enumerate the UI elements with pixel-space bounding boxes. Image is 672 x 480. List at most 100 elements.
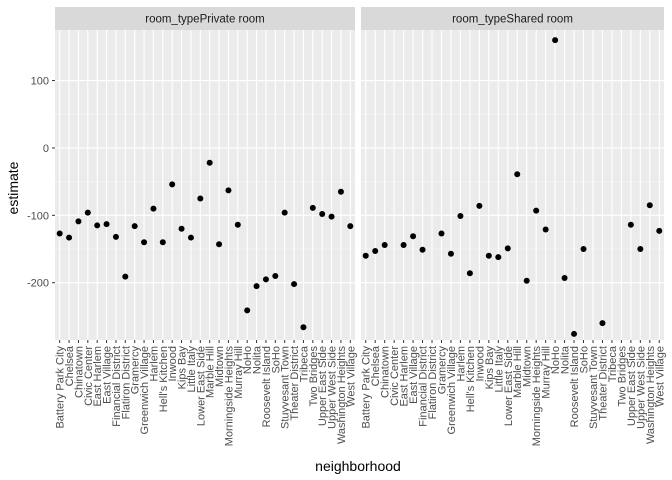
data-point [300, 324, 307, 331]
data-point [438, 230, 445, 237]
x-tick-label: Civic Center [83, 346, 95, 406]
x-tick-label: NoHo [242, 346, 254, 374]
x-tick-label: Chelsea [64, 345, 76, 386]
data-point [66, 234, 73, 241]
data-point [253, 283, 260, 290]
data-point [599, 320, 606, 327]
x-tick-label: Stuyvesant Town [588, 346, 600, 429]
data-point [447, 250, 454, 257]
x-tick-label: Kips Bay [177, 346, 189, 390]
facet-strip [55, 7, 355, 30]
data-point [328, 213, 335, 220]
data-point [131, 223, 138, 230]
data-point [514, 171, 521, 178]
x-tick-label: Murray Hill [541, 346, 553, 399]
x-tick-label: Roosevelt Island [261, 346, 273, 427]
x-tick-label: East Harlem [92, 346, 104, 407]
x-tick-label: Hell's Kitchen [465, 346, 477, 412]
x-tick-label: SoHo [270, 346, 282, 374]
x-tick-label: Midtown [522, 346, 534, 387]
x-tick-label: Lower East Side [503, 346, 515, 426]
data-point [169, 181, 176, 188]
x-tick-label: East Village [408, 346, 420, 404]
data-point [225, 187, 232, 194]
data-point [197, 195, 204, 202]
data-point [410, 233, 417, 240]
data-point [122, 273, 129, 280]
data-point [187, 234, 194, 241]
x-tick-label: Little Italy [493, 346, 505, 393]
facet-strip-label: room_typeShared room [452, 14, 573, 26]
data-point [291, 281, 298, 288]
x-tick-label: Kips Bay [484, 346, 496, 390]
x-tick-label: Stuyvesant Town [280, 346, 292, 429]
data-point [504, 245, 511, 252]
data-point [381, 241, 388, 248]
x-tick-label: Nolita [252, 345, 264, 374]
x-tick-label: Tribeca [607, 345, 619, 382]
x-tick-label: Hell's Kitchen [158, 346, 170, 412]
x-tick-label: NoHo [550, 346, 562, 374]
data-point [244, 307, 251, 314]
data-point [56, 230, 63, 237]
facet-panel: room_typeShared room Battery Park CityChe… [361, 7, 666, 447]
data-point [656, 227, 663, 234]
data-point [419, 246, 426, 253]
x-tick-label: Chinatown [73, 346, 85, 398]
data-point [272, 272, 279, 279]
x-tick-label: Morningside Heights [531, 346, 543, 447]
data-point [372, 248, 379, 255]
x-tick-label: Nolita [560, 345, 572, 374]
data-point [84, 209, 91, 216]
data-point [112, 233, 119, 240]
y-tick-label: -100 [27, 210, 49, 222]
data-point [347, 223, 354, 230]
x-tick-label: Two Bridges [616, 346, 628, 407]
x-tick-label: Lower East Side [195, 346, 207, 426]
facet-strip-label: room_typePrivate room [145, 14, 265, 26]
x-tick-label: Chelsea [370, 345, 382, 386]
x-tick-label: Greenwich Village [446, 346, 458, 434]
x-tick-label: West Village [345, 346, 357, 407]
data-point [234, 221, 241, 228]
x-tick-label: Harlem [455, 346, 467, 381]
data-point [476, 202, 483, 209]
data-point [466, 270, 473, 277]
data-point [400, 241, 407, 248]
x-tick-label: Battery Park City [55, 346, 67, 429]
x-tick-label: Upper East Side [626, 346, 638, 426]
data-point [159, 239, 166, 246]
data-point [637, 246, 644, 253]
x-tick-label: Financial District [111, 346, 123, 427]
x-tick-label: East Village [102, 346, 114, 404]
x-tick-label: Washington Heights [645, 346, 657, 445]
panel-background [55, 30, 355, 340]
data-point [646, 202, 653, 209]
x-tick-label: Two Bridges [308, 346, 320, 407]
y-tick-label: -200 [27, 278, 49, 290]
x-tick-label: Inwood [474, 346, 486, 381]
data-point [523, 277, 530, 284]
x-tick-label: Theater District [289, 346, 301, 421]
y-axis: -200 -100 0 100 [27, 76, 55, 290]
data-point [309, 204, 316, 211]
x-tick-label: Chinatown [380, 346, 392, 398]
x-tick-label: Marble Hill [512, 346, 524, 398]
data-point [141, 239, 148, 246]
y-tick-label: 100 [31, 76, 49, 88]
data-point [542, 226, 549, 233]
data-point [75, 218, 82, 225]
facet-strip [361, 7, 664, 30]
x-tick-label: Midtown [214, 346, 226, 387]
data-point [561, 275, 568, 281]
data-point [495, 254, 502, 261]
x-tick-label: Civic Center [389, 346, 401, 406]
x-tick-label: Gramercy [436, 346, 448, 395]
data-point [150, 205, 157, 212]
x-tick-label: Tribeca [298, 345, 310, 382]
x-tick-label: Gramercy [130, 346, 142, 395]
data-point [262, 276, 269, 283]
x-tick-label: Marble Hill [205, 346, 217, 398]
data-point [457, 213, 464, 219]
